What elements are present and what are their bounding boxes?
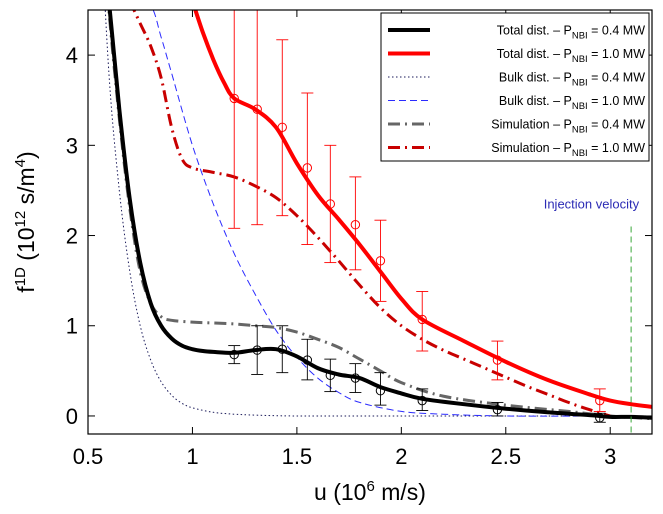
x-tick-label-2: 1	[186, 444, 198, 469]
error-bar-1-7	[374, 372, 387, 406]
error-bar-1-6	[349, 363, 362, 393]
y-tick-label-5: 4	[66, 43, 78, 68]
series-line-6	[132, 10, 611, 418]
y-tick-label-2: 1	[66, 314, 78, 339]
error-bar-2-9	[491, 340, 504, 381]
data-point-1-3	[277, 344, 287, 354]
y-axis-label-sup2: 12	[12, 211, 29, 228]
legend-entry-2: Total dist. – PNBI = 1.0 MW	[388, 47, 645, 65]
error-bar-1-5	[324, 358, 337, 393]
legend-label-5: Simulation – PNBI = 0.4 MW	[491, 118, 645, 136]
data-point-1-9	[492, 404, 503, 415]
legend-entry-5: Simulation – PNBI = 0.4 MW	[388, 118, 645, 136]
x-tick-label-5: 2.5	[490, 444, 521, 469]
x-tick-label-1: 0.5	[73, 444, 104, 469]
data-point-1-6	[350, 373, 361, 383]
series-line-5	[107, 10, 652, 421]
annotation-layer: Injection velocity	[544, 196, 640, 434]
error-bar-2-6	[349, 176, 362, 271]
x-axis-label-main: u (10	[314, 479, 366, 505]
plot-frame	[87, 9, 653, 435]
series-line-2	[193, 10, 652, 409]
error-bar-2-1	[228, 10, 241, 229]
data-point-2-7	[375, 256, 386, 266]
x-axis-label-sup: 6	[366, 478, 374, 495]
injection-velocity-label: Injection velocity	[544, 196, 640, 211]
y-tick-label-1: 0	[66, 404, 78, 429]
y-axis-label-end: )	[13, 151, 39, 159]
error-bar-2-7	[374, 219, 387, 302]
x-tick-label-6: 3	[604, 444, 616, 469]
legend: Total dist. – PNBI = 0.4 MW Total dist. –…	[380, 12, 650, 162]
error-bar-1-2	[251, 325, 264, 375]
y-tick-label-3: 2	[66, 224, 78, 249]
legend-label-3: Bulk dist. – PNBI = 0.4 MW	[499, 71, 645, 89]
data-point-2-8	[417, 314, 427, 325]
y-axis-label-tail: s/m	[13, 167, 39, 210]
series-layer	[104, 10, 652, 421]
legend-label-4: Bulk dist. – PNBI = 1.0 MW	[499, 94, 645, 112]
data-point-2-10	[595, 395, 605, 406]
data-point-2-5	[325, 199, 336, 209]
data-point-2-6	[350, 220, 361, 230]
legend-entry-3: Bulk dist. – PNBI = 0.4 MW	[388, 71, 645, 89]
x-tick-label-3: 1.5	[282, 444, 313, 469]
y-axis-label: f1D (1012 s/m4)	[12, 151, 39, 292]
data-point-2-1	[229, 93, 239, 104]
error-bar-1-1	[228, 345, 241, 365]
legend-entry-1: Total dist. – PNBI = 0.4 MW	[388, 24, 645, 42]
y-axis-label-main: f	[13, 286, 39, 293]
error-bar-1-10	[593, 412, 606, 423]
series-line-3	[104, 10, 652, 417]
data-point-1-8	[417, 395, 427, 406]
y-axis-label-mid: (10	[13, 227, 39, 267]
legend-entry-4: Bulk dist. – PNBI = 1.0 MW	[388, 94, 645, 112]
error-bar-1-3	[276, 325, 289, 374]
error-bar-2-4	[301, 92, 314, 246]
data-point-2-9	[492, 355, 503, 365]
legend-label-6: Simulation – PNBI = 1.0 MW	[491, 141, 645, 159]
data-point-1-5	[325, 370, 336, 381]
error-bar-2-8	[416, 291, 429, 352]
error-bar-1-9	[491, 401, 504, 417]
x-axis-label: u (106 m/s)	[314, 478, 426, 505]
y-axis-label-sup3: 4	[12, 159, 29, 167]
error-bar-2-10	[593, 388, 606, 412]
legend-entry-6: Simulation – PNBI = 1.0 MW	[388, 141, 645, 159]
error-bar-2-5	[324, 144, 337, 264]
legend-box	[380, 12, 650, 162]
data-point-1-7	[375, 385, 386, 396]
data-point-2-3	[277, 122, 287, 132]
data-point-1-2	[252, 345, 262, 355]
x-tick-label-4: 2	[395, 444, 407, 469]
errorbar-layer	[228, 10, 606, 423]
data-point-1-10	[595, 413, 605, 423]
legend-entries: Total dist. – PNBI = 0.4 MW Total dist. –…	[388, 24, 645, 159]
error-bar-2-2	[251, 10, 264, 226]
data-point-2-2	[252, 104, 262, 114]
series-line-1	[107, 10, 652, 420]
series-line-4	[152, 10, 652, 417]
y-tick-label-4: 3	[66, 133, 78, 158]
error-bar-1-8	[416, 388, 429, 411]
y-axis-label-sup1: 1D	[12, 267, 29, 286]
legend-label-1: Total dist. – PNBI = 0.4 MW	[497, 24, 645, 42]
data-point-1-1	[229, 349, 239, 360]
legend-label-2: Total dist. – PNBI = 1.0 MW	[497, 47, 645, 65]
x-axis-label-tail: m/s)	[375, 479, 426, 505]
error-bar-2-3	[276, 39, 289, 217]
data-point-2-4	[302, 163, 313, 173]
data-point-1-4	[302, 355, 313, 365]
error-bar-1-4	[301, 338, 314, 381]
